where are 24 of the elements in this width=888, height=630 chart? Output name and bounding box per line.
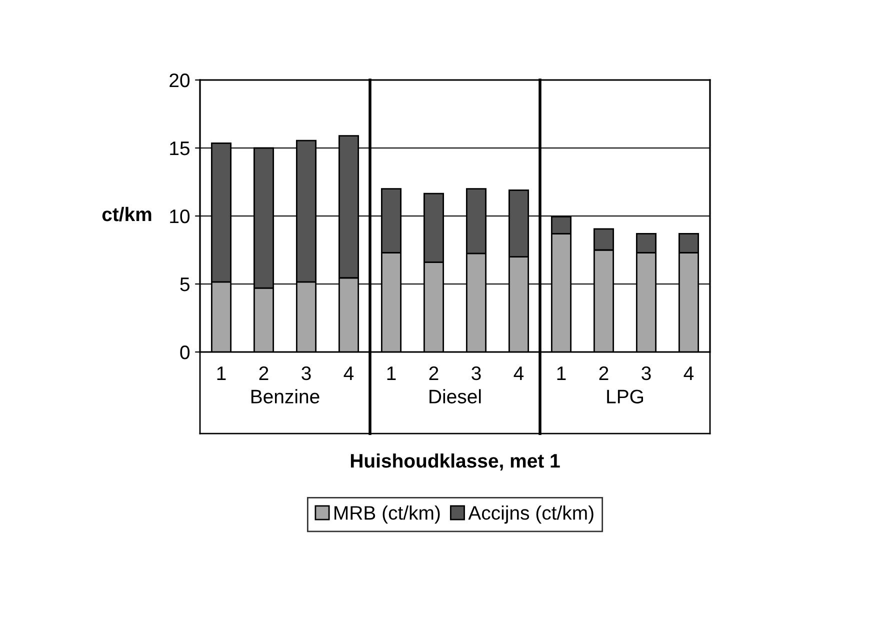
- x-axis-title: Huishoudklasse, met 1: [350, 453, 560, 471]
- x-tick-label: 2: [599, 366, 608, 380]
- text: Benzine: [251, 389, 320, 404]
- text: LPG: [607, 390, 643, 404]
- x-tick-label: 4: [344, 366, 354, 380]
- x-tick-label: 3: [642, 366, 651, 380]
- x-tick-label: 2: [429, 366, 438, 380]
- y-tick-label: 15: [170, 142, 190, 156]
- x-tick-label: 4: [514, 366, 524, 380]
- x-tick-label: 3: [472, 366, 481, 380]
- legend-label: MRB (ct/km): [334, 506, 440, 524]
- x-tick-label: 1: [557, 366, 566, 380]
- y-tick-label: 5: [180, 278, 190, 292]
- x-tick-label: 4: [684, 366, 694, 380]
- x-tick-label: 3: [302, 366, 311, 380]
- y-tick-label: 10: [170, 209, 190, 224]
- x-tick-label: 1: [217, 366, 226, 380]
- text: Diesel: [430, 389, 481, 404]
- y-tick-label: 20: [170, 73, 190, 88]
- legend-label: Accijns (ct/km): [468, 506, 594, 524]
- y-tick-label: 0: [180, 345, 190, 360]
- x-tick-label: 1: [387, 366, 396, 380]
- x-tick-label: 2: [259, 366, 268, 380]
- y-axis-title: ct/km: [102, 206, 152, 222]
